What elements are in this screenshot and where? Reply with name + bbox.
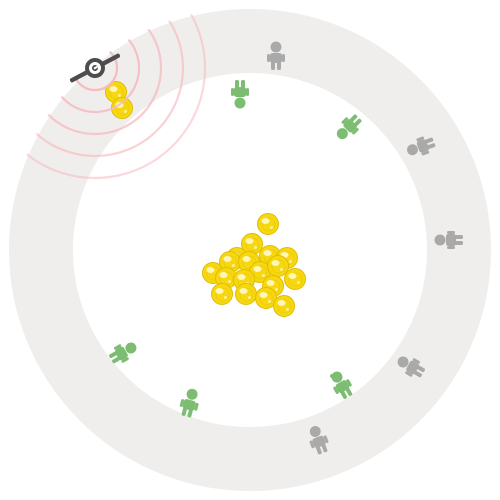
gold-coin-icon — [267, 255, 289, 277]
radar-sensor[interactable] — [0, 0, 207, 180]
gold-coin-icon — [235, 283, 257, 305]
person-icon[interactable] — [326, 368, 356, 402]
signal-dot — [330, 374, 334, 378]
radar-emitter-icon[interactable] — [66, 46, 125, 90]
gold-coin-icon — [273, 295, 295, 317]
person-icon[interactable] — [305, 423, 332, 456]
person-icon[interactable] — [394, 351, 428, 381]
gold-pile[interactable] — [202, 213, 306, 317]
person-icon[interactable] — [404, 133, 437, 160]
person-icon[interactable] — [107, 337, 141, 367]
gold-coin-icon — [257, 213, 279, 235]
gold-coin-icon — [211, 283, 233, 305]
person-icon[interactable] — [231, 80, 249, 109]
track-ring — [9, 9, 491, 491]
person-icon[interactable] — [177, 387, 202, 419]
person-icon[interactable] — [267, 41, 285, 71]
gold-coin-icon — [284, 268, 306, 290]
person-icon[interactable] — [434, 231, 464, 249]
person-icon[interactable] — [332, 111, 365, 144]
